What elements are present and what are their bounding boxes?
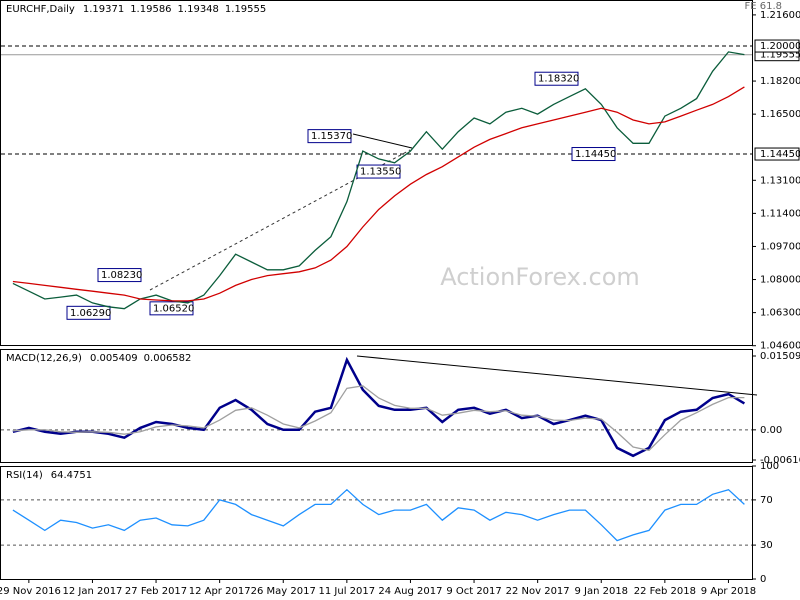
- x-tick-label: 11 Jul 2017: [319, 586, 376, 597]
- price-label: 1.06290: [70, 308, 111, 319]
- rsi-panel: [0, 466, 753, 580]
- y-tick-label: 100: [760, 461, 779, 472]
- x-tick-label: 12 Apr 2017: [189, 586, 251, 597]
- price-label-box: [534, 71, 579, 86]
- price-label: 1.06520: [153, 303, 194, 314]
- y-tick-label: 1.18200: [760, 76, 800, 87]
- y-tick-label: 1.11400: [760, 208, 800, 219]
- y-tick-label: 1.06300: [760, 308, 800, 319]
- level-label: 1.14450: [760, 149, 800, 160]
- trend-line: [352, 133, 413, 149]
- y-tick-label: 1.09700: [760, 241, 800, 252]
- x-tick-label: 22 Feb 2018: [634, 586, 696, 597]
- series-line: [12, 385, 745, 452]
- y-tick-label: 1.08000: [760, 275, 800, 286]
- x-tick-label: 9 Apr 2018: [701, 586, 756, 597]
- y-tick-label: 0: [760, 574, 766, 585]
- watermark: ActionForex.com: [440, 263, 640, 291]
- x-tick-label: 9 Jan 2018: [574, 586, 628, 597]
- y-tick-label: 0.015092: [760, 351, 800, 362]
- reading: 1.19586: [130, 4, 171, 15]
- series-line: [12, 86, 745, 302]
- price-label: 1.15370: [311, 131, 352, 142]
- x-tick-label: 24 Aug 2017: [378, 586, 442, 597]
- price-panel: [0, 0, 753, 346]
- reading: 1.19555: [225, 4, 266, 15]
- level-box: [754, 39, 800, 53]
- y-tick-label: 0.00: [760, 425, 782, 436]
- x-tick-label: 29 Nov 2016: [0, 586, 61, 597]
- x-tick-label: 9 Oct 2017: [446, 586, 501, 597]
- panel-title: RSI(14): [6, 470, 43, 481]
- y-tick-label: 1.16500: [760, 109, 800, 120]
- y-tick-label: 30: [760, 540, 773, 551]
- reading: 64.4751: [51, 470, 92, 481]
- last-price-label: 1.19555: [760, 50, 800, 61]
- price-label: 1.14450: [575, 149, 616, 160]
- series-line: [12, 51, 745, 310]
- level-box: [754, 147, 800, 161]
- price-label-box: [571, 147, 616, 162]
- panel-title: EURCHF,Daily: [6, 4, 75, 15]
- price-label: 1.08230: [101, 270, 142, 281]
- reading: 1.19348: [178, 4, 219, 15]
- reading: 0.006582: [144, 353, 192, 364]
- price-label: 1.13550: [360, 167, 401, 178]
- price-label-box: [307, 129, 352, 144]
- price-label-box: [66, 305, 111, 320]
- series-line: [12, 356, 746, 458]
- annotation: FE 61.8: [744, 1, 782, 12]
- y-tick-label: 1.21600: [760, 10, 800, 21]
- trend-line: [356, 355, 758, 396]
- x-tick-label: 22 Nov 2017: [506, 586, 570, 597]
- level-label: 1.20000: [760, 41, 800, 52]
- x-tick-label: 12 Jan 2017: [62, 586, 122, 597]
- reading: 1.19371: [83, 4, 124, 15]
- x-tick-label: 26 May 2017: [251, 586, 316, 597]
- reading: 0.005409: [90, 353, 138, 364]
- panel-title: MACD(12,26,9): [6, 353, 82, 364]
- y-tick-label: -0.006163: [760, 455, 800, 466]
- series-line: [12, 488, 745, 542]
- y-tick-label: 1.13100: [760, 175, 800, 186]
- y-tick-label: 70: [760, 495, 773, 506]
- price-label-box: [97, 268, 142, 283]
- y-tick-label: 1.04600: [760, 341, 800, 352]
- x-tick-label: 27 Feb 2017: [125, 586, 187, 597]
- price-label: 1.18320: [538, 74, 579, 85]
- price-label-box: [149, 301, 194, 316]
- macd-panel: [0, 349, 753, 463]
